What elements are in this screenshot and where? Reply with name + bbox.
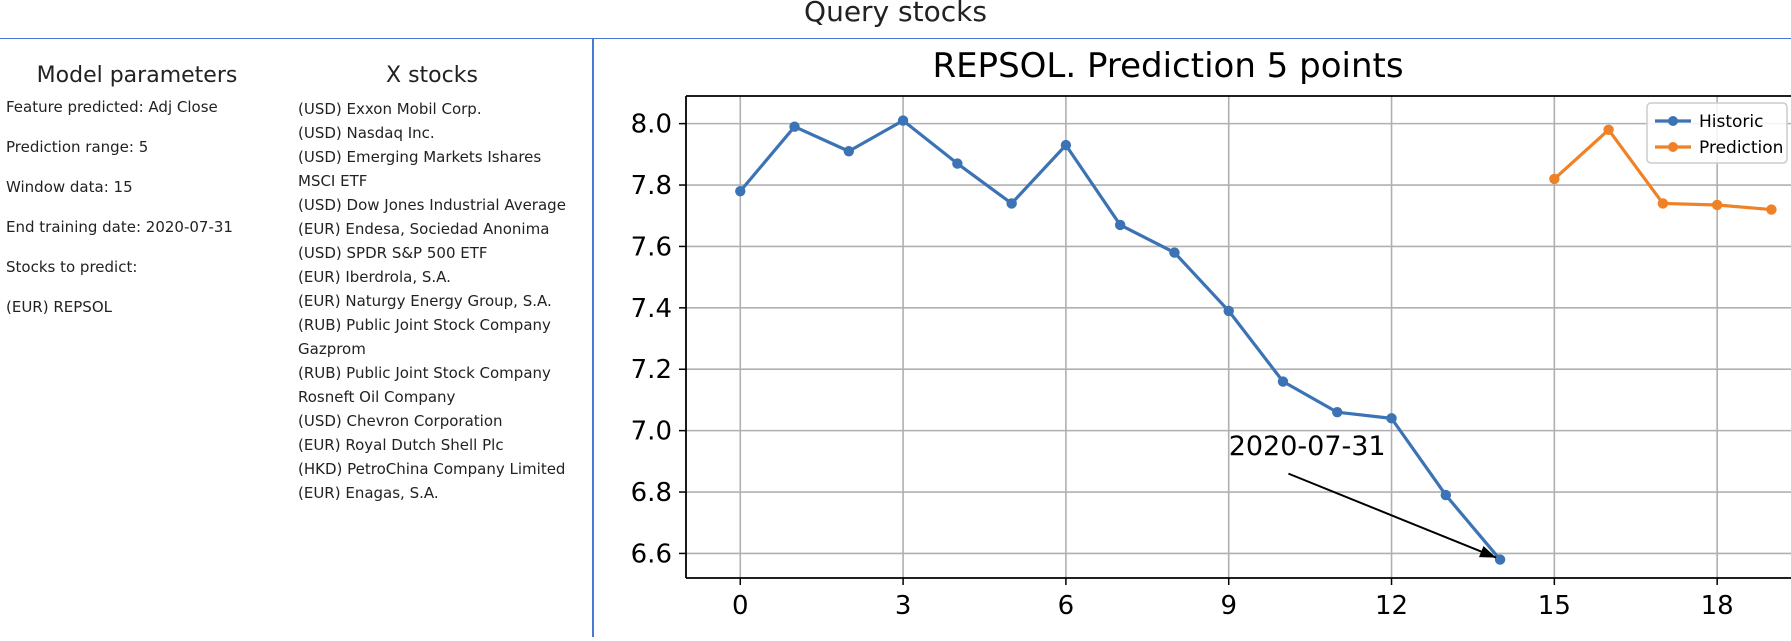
stock-line: Gazprom (298, 340, 366, 358)
param-line-target-stock: (EUR) REPSOL (6, 298, 112, 316)
y-tick-label: 6.8 (631, 478, 672, 508)
x-tick-label: 12 (1375, 591, 1408, 621)
stock-line: (USD) Exxon Mobil Corp. (298, 100, 482, 118)
x-tick-label: 18 (1701, 591, 1734, 621)
chart-area: REPSOL. Prediction 5 points 0 3 6 9 12 15 18 6.6… (594, 39, 1791, 637)
x-tick-label: 0 (732, 591, 749, 621)
param-line-range: Prediction range: 5 (6, 138, 149, 156)
legend-label: Prediction (1699, 138, 1783, 158)
header-divider (0, 38, 1791, 39)
data-point-historic (1277, 376, 1289, 387)
stock-line: (EUR) Iberdrola, S.A. (298, 268, 451, 286)
stock-line: (RUB) Public Joint Stock Company (298, 364, 551, 382)
data-point-historic (1494, 554, 1506, 565)
y-tick-label: 7.8 (631, 171, 672, 201)
data-point-historic (1060, 139, 1072, 151)
y-tick-label: 6.6 (631, 539, 672, 569)
data-point-historic (843, 146, 855, 157)
prediction-chart: REPSOL. Prediction 5 points 0 3 6 9 12 15 18 6.6… (631, 46, 1791, 621)
stock-line: MSCI ETF (298, 172, 368, 190)
data-point-historic (789, 121, 800, 132)
annotation-arrow (1288, 472, 1497, 559)
x-stocks-column: X stocks (USD) Exxon Mobil Corp. (USD) N… (298, 61, 588, 505)
data-point-historic (952, 158, 963, 169)
param-line-window: Window data: 15 (6, 178, 133, 196)
data-point-historic (735, 185, 746, 197)
data-point-historic (1223, 305, 1234, 317)
data-point-prediction (1549, 173, 1560, 185)
stock-line: (HKD) PetroChina Company Limited (298, 460, 566, 478)
y-tick-label: 8.0 (631, 110, 672, 140)
data-point-historic (897, 115, 909, 126)
model-parameters-column: Model parameters Feature predicted: Adj … (6, 61, 276, 337)
series-line-historic (739, 118, 1502, 561)
y-tick-label: 7.4 (631, 294, 672, 324)
stock-line: (USD) Chevron Corporation (298, 412, 503, 430)
stock-line: (RUB) Public Joint Stock Company (298, 316, 551, 334)
model-parameters-title: Model parameters (36, 63, 238, 88)
legend-swatch-marker (1668, 116, 1678, 126)
data-point-historic (1332, 407, 1343, 418)
y-tick-label: 7.6 (631, 232, 672, 262)
data-point-prediction (1603, 124, 1614, 135)
stock-line: (EUR) Naturgy Energy Group, S.A. (298, 292, 552, 310)
x-tick-label: 15 (1538, 591, 1571, 621)
x-tick-label: 9 (1220, 591, 1237, 621)
annotation-label: 2020-07-31 (1229, 431, 1386, 462)
y-tick-label: 7.2 (631, 355, 672, 385)
param-line-feature: Feature predicted: Adj Close (6, 98, 218, 116)
data-point-historic (1169, 247, 1180, 258)
left-panel: Model parameters Feature predicted: Adj … (0, 39, 594, 637)
annotation-arrowhead (1478, 546, 1497, 558)
stock-line: (EUR) Endesa, Sociedad Anonima (298, 220, 550, 238)
x-tick-label: 3 (895, 591, 912, 621)
stock-line: (EUR) Royal Dutch Shell Plc (298, 436, 504, 454)
stock-line: (USD) Nasdaq Inc. (298, 124, 435, 142)
legend-label: Historic (1699, 112, 1764, 132)
data-point-prediction (1766, 204, 1777, 215)
legend-swatch-marker (1668, 142, 1678, 152)
param-line-end-date: End training date: 2020-07-31 (6, 218, 233, 236)
stock-line: (USD) Emerging Markets Ishares (298, 148, 542, 166)
chart-title: REPSOL. Prediction 5 points (932, 46, 1403, 86)
x-tick-label: 6 (1058, 591, 1075, 621)
data-point-prediction (1657, 198, 1669, 209)
data-point-historic (1440, 489, 1452, 501)
param-line-stocks-to-predict: Stocks to predict: (6, 258, 138, 276)
x-stocks-title: X stocks (386, 63, 478, 88)
data-point-historic (1114, 219, 1126, 231)
data-point-prediction (1711, 199, 1723, 211)
page-title: Query stocks (804, 0, 987, 28)
data-point-historic (1006, 198, 1017, 209)
y-tick-label: 7.0 (631, 417, 672, 447)
stock-line: (USD) Dow Jones Industrial Average (298, 196, 566, 214)
data-point-historic (1386, 413, 1397, 424)
stock-line: (EUR) Enagas, S.A. (298, 484, 439, 502)
stock-line: (USD) SPDR S&P 500 ETF (298, 244, 488, 262)
stock-line: Rosneft Oil Company (298, 388, 456, 406)
